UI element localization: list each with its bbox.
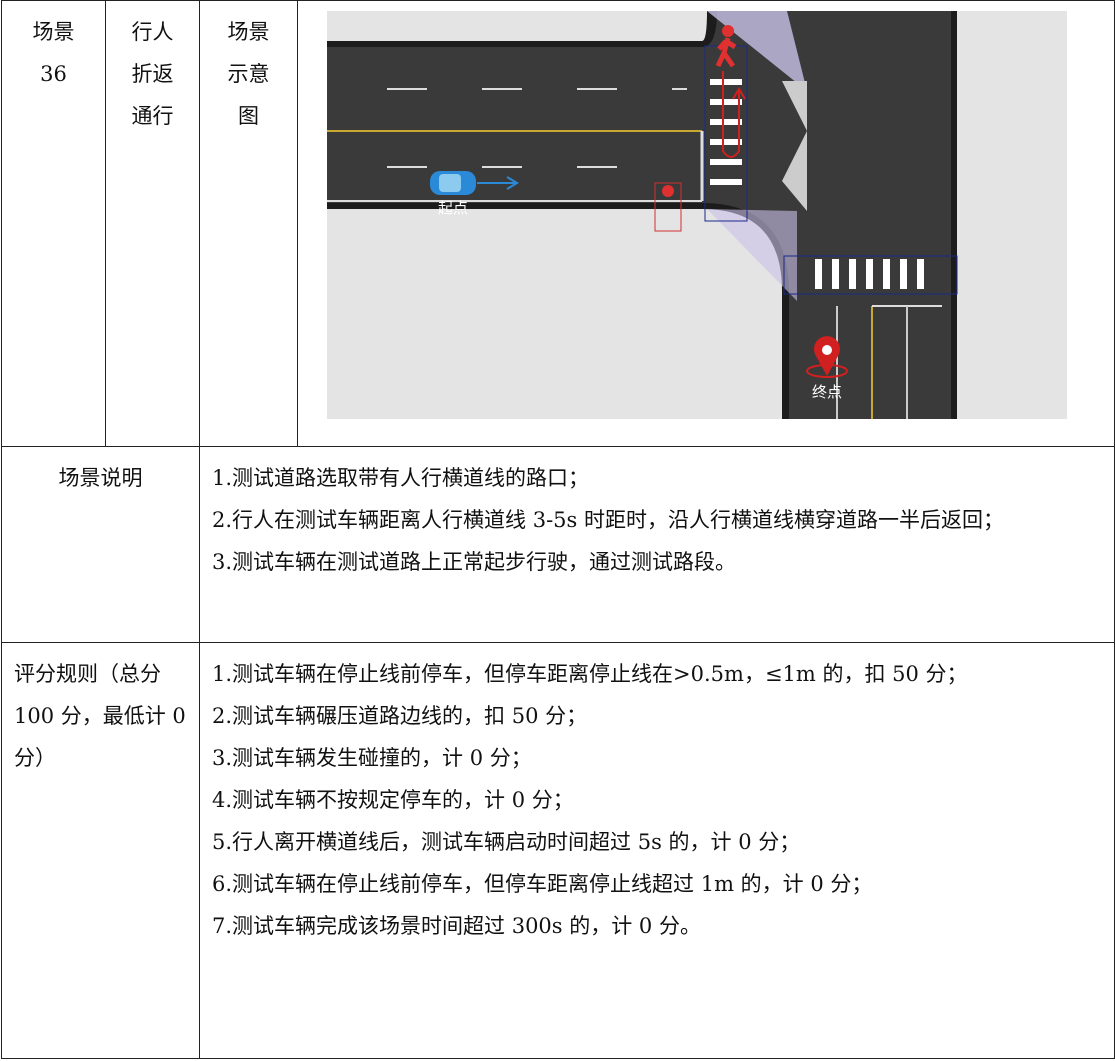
list-item: 3.测试车辆在测试道路上正常起步行驶，通过测试路段。 — [212, 550, 737, 574]
cell-text: 场景 — [32, 20, 75, 44]
list-item: 4.测试车辆不按规定停车的，计 0 分； — [212, 788, 574, 812]
start-label: 起点 — [438, 199, 468, 217]
description-row: 场景说明 1.测试道路选取带有人行横道线的路口； 2.行人在测试车辆距离人行横道线… — [1, 446, 1115, 643]
list-item: 5.行人离开横道线后，测试车辆启动时间超过 5s 的，计 0 分； — [212, 830, 801, 854]
stop-marker — [662, 185, 674, 197]
pedestrian — [715, 37, 737, 68]
cell-text: 评分规则（总分 100 分，最低计 0 分） — [14, 662, 186, 770]
island — [782, 81, 807, 131]
description-label-cell: 场景说明 — [1, 446, 200, 643]
list-item: 3.测试车辆发生碰撞的，计 0 分； — [212, 746, 532, 770]
scene-number-cell: 场景 36 — [1, 0, 106, 447]
pedestrian-path — [722, 71, 746, 158]
cell-text: 36 — [40, 62, 67, 86]
cell-text: 行人 — [131, 20, 174, 44]
scoring-row: 评分规则（总分 100 分，最低计 0 分） 1.测试车辆在停止线前停车，但停车… — [1, 642, 1115, 1059]
island — [782, 131, 807, 211]
end-pin-dot — [822, 345, 832, 355]
car-window — [439, 174, 461, 192]
road — [702, 11, 951, 419]
scene-diagram: 起点 终点 — [327, 11, 1067, 419]
cell-text: 图 — [238, 104, 259, 128]
zone-outline — [783, 255, 958, 295]
description-cell: 1.测试道路选取带有人行横道线的路口； 2.行人在测试车辆距离人行横道线 3-5s… — [199, 446, 1115, 643]
list-item: 6.测试车辆在停止线前停车，但停车距离停止线超过 1m 的，计 0 分； — [212, 872, 873, 896]
cell-text: 示意 — [227, 62, 270, 86]
cell-text: 场景 — [227, 20, 270, 44]
list-item: 1.测试车辆在停止线前停车，但停车距离停止线在>0.5m，≤1m 的，扣 50 … — [212, 662, 968, 686]
diagram-label-cell: 场景 示意 图 — [199, 0, 298, 447]
scoring-cell: 1.测试车辆在停止线前停车，但停车距离停止线在>0.5m，≤1m 的，扣 50 … — [199, 642, 1115, 1059]
lane-dashes — [387, 88, 687, 168]
zone — [707, 209, 797, 301]
end-pin — [814, 336, 840, 376]
list-item: 7.测试车辆完成该场景时间超过 300s 的，计 0 分。 — [212, 914, 701, 938]
stop-zone — [654, 182, 682, 232]
cell-text: 场景说明 — [58, 466, 143, 490]
crosswalk — [710, 79, 924, 289]
cell-text: 通行 — [131, 104, 174, 128]
direction-arrow — [477, 176, 519, 190]
diagram-cell: 起点 终点 — [297, 0, 1115, 447]
list-item: 2.测试车辆碾压道路边线的，扣 50 分； — [212, 704, 588, 728]
scene-row: 场景 36 行人 折返 通行 场景 示意 图 — [1, 0, 1115, 447]
pedestrian-head — [722, 25, 734, 37]
list-item: 1.测试道路选取带有人行横道线的路口； — [212, 466, 590, 490]
end-label: 终点 — [812, 383, 842, 401]
list-item: 2.行人在测试车辆距离人行横道线 3-5s 时距时，沿人行横道线横穿道路一半后返… — [212, 508, 1004, 532]
scene-name-cell: 行人 折返 通行 — [105, 0, 200, 447]
scoring-label-cell: 评分规则（总分 100 分，最低计 0 分） — [1, 642, 200, 1059]
cell-text: 折返 — [131, 62, 174, 86]
